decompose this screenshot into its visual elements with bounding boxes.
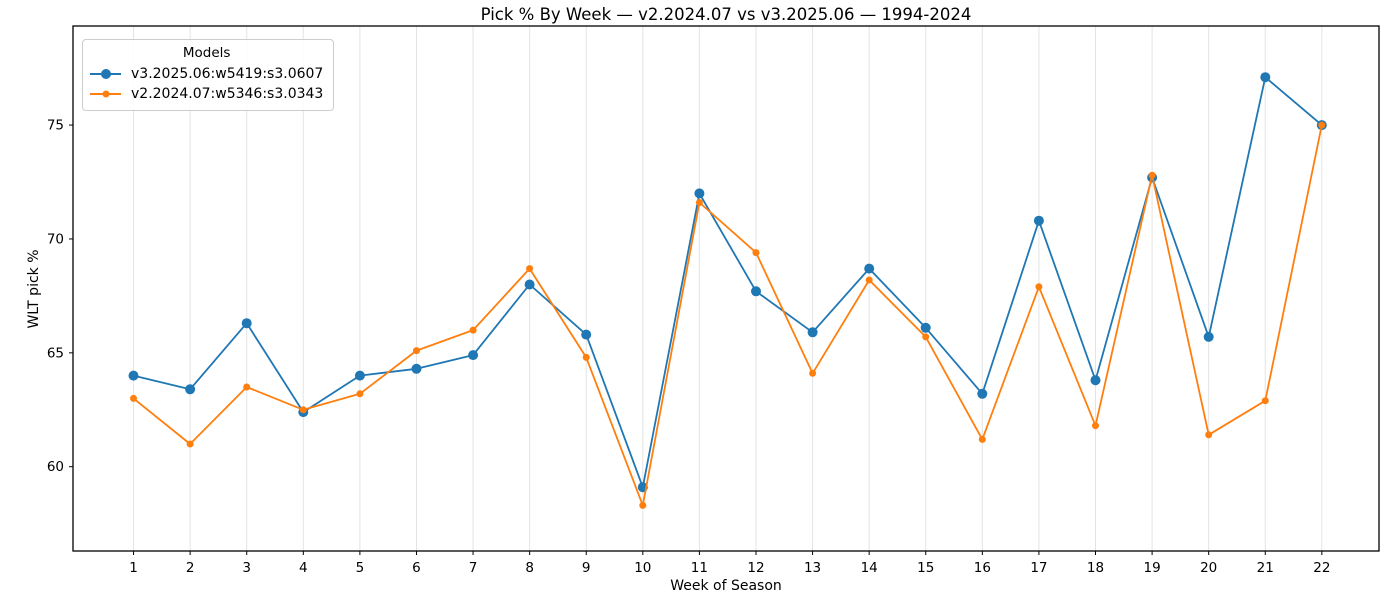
x-tick-label: 17: [1030, 560, 1047, 576]
series-line-0: [132, 76, 1323, 489]
data-point-marker: [1092, 422, 1099, 430]
data-point-marker: [241, 318, 252, 329]
x-tick-label: 22: [1313, 560, 1330, 576]
legend-entry: v3.2025.06:w5419:s3.0607: [90, 64, 323, 84]
data-point-marker: [978, 435, 986, 443]
data-point-marker: [807, 327, 818, 338]
data-point-marker: [526, 265, 534, 273]
x-tick-label: 15: [917, 560, 934, 576]
x-tick-label: 7: [469, 560, 478, 576]
data-point-marker: [751, 286, 761, 297]
legend-entry: v2.2024.07:w5346:s3.0343: [90, 84, 323, 104]
data-point-marker: [130, 394, 137, 402]
data-point-marker: [243, 383, 251, 391]
data-point-marker: [356, 390, 364, 398]
x-tick-label: 6: [412, 560, 421, 576]
data-point-marker: [1260, 72, 1271, 83]
series-line-1: [132, 124, 1323, 507]
x-tick-label: 4: [299, 560, 308, 576]
data-point-marker: [1205, 431, 1213, 439]
data-point-marker: [354, 370, 365, 381]
x-tick-label: 18: [1087, 560, 1104, 576]
legend-entry-label: v3.2025.06:w5419:s3.0607: [131, 66, 324, 82]
y-tick-label: 65: [47, 345, 64, 361]
plot-border: [72, 25, 1380, 552]
x-tick-label: 21: [1257, 560, 1274, 576]
x-axis-label: Week of Season: [670, 578, 782, 594]
data-point-marker: [1318, 121, 1326, 129]
data-point-marker: [1203, 331, 1214, 342]
x-tick-label: 19: [1143, 560, 1160, 576]
data-point-marker: [185, 384, 196, 395]
legend-line-marker-icon: [90, 68, 121, 80]
x-tick-label: 10: [634, 560, 651, 576]
data-point-marker: [639, 501, 647, 509]
data-point-marker: [524, 279, 535, 290]
data-point-marker: [128, 370, 139, 381]
x-tick-label: 1: [129, 560, 138, 576]
x-tick-label: 9: [582, 560, 591, 576]
data-point-marker: [468, 350, 479, 361]
data-point-marker: [413, 347, 420, 355]
chart-title: Pick % By Week — v2.2024.07 vs v3.2025.0…: [480, 5, 972, 24]
data-point-marker: [752, 249, 760, 257]
x-tick-label: 12: [747, 560, 764, 576]
data-point-marker: [922, 333, 930, 341]
data-point-marker: [865, 276, 873, 284]
data-point-marker: [695, 199, 703, 206]
x-tick-label: 2: [186, 560, 195, 576]
data-point-marker: [581, 329, 592, 340]
data-point-marker: [1148, 171, 1156, 179]
data-point-marker: [809, 369, 817, 377]
data-point-marker: [864, 263, 875, 274]
data-point-marker: [582, 353, 590, 361]
x-tick-label: 14: [861, 560, 878, 576]
data-point-marker: [1035, 283, 1043, 291]
data-point-marker: [299, 406, 307, 414]
legend-title: Models: [182, 45, 231, 61]
data-point-marker: [1090, 375, 1101, 386]
data-point-marker: [694, 188, 705, 199]
x-tick-label: 11: [691, 560, 708, 576]
y-tick-label: 70: [47, 231, 64, 247]
data-point-marker: [977, 388, 988, 399]
x-tick-label: 5: [356, 560, 365, 576]
data-point-marker: [469, 326, 477, 334]
data-point-marker: [186, 440, 194, 448]
y-tick-label: 75: [47, 118, 64, 134]
x-tick-label: 3: [242, 560, 251, 576]
y-tick-label: 60: [47, 459, 64, 475]
data-point-marker: [1033, 215, 1044, 226]
x-tick-label: 16: [974, 560, 991, 576]
x-tick-label: 8: [525, 560, 534, 576]
legend: Models v3.2025.06:w5419:s3.0607 v2.2024.0…: [82, 39, 335, 111]
data-point-marker: [411, 363, 422, 374]
legend-line-marker-icon: [90, 88, 121, 100]
x-tick-label: 13: [804, 560, 821, 576]
legend-entry-label: v2.2024.07:w5346:s3.0343: [131, 86, 324, 102]
x-tick-label: 20: [1200, 560, 1217, 576]
data-point-marker: [1261, 397, 1269, 405]
data-point-marker: [920, 322, 931, 333]
